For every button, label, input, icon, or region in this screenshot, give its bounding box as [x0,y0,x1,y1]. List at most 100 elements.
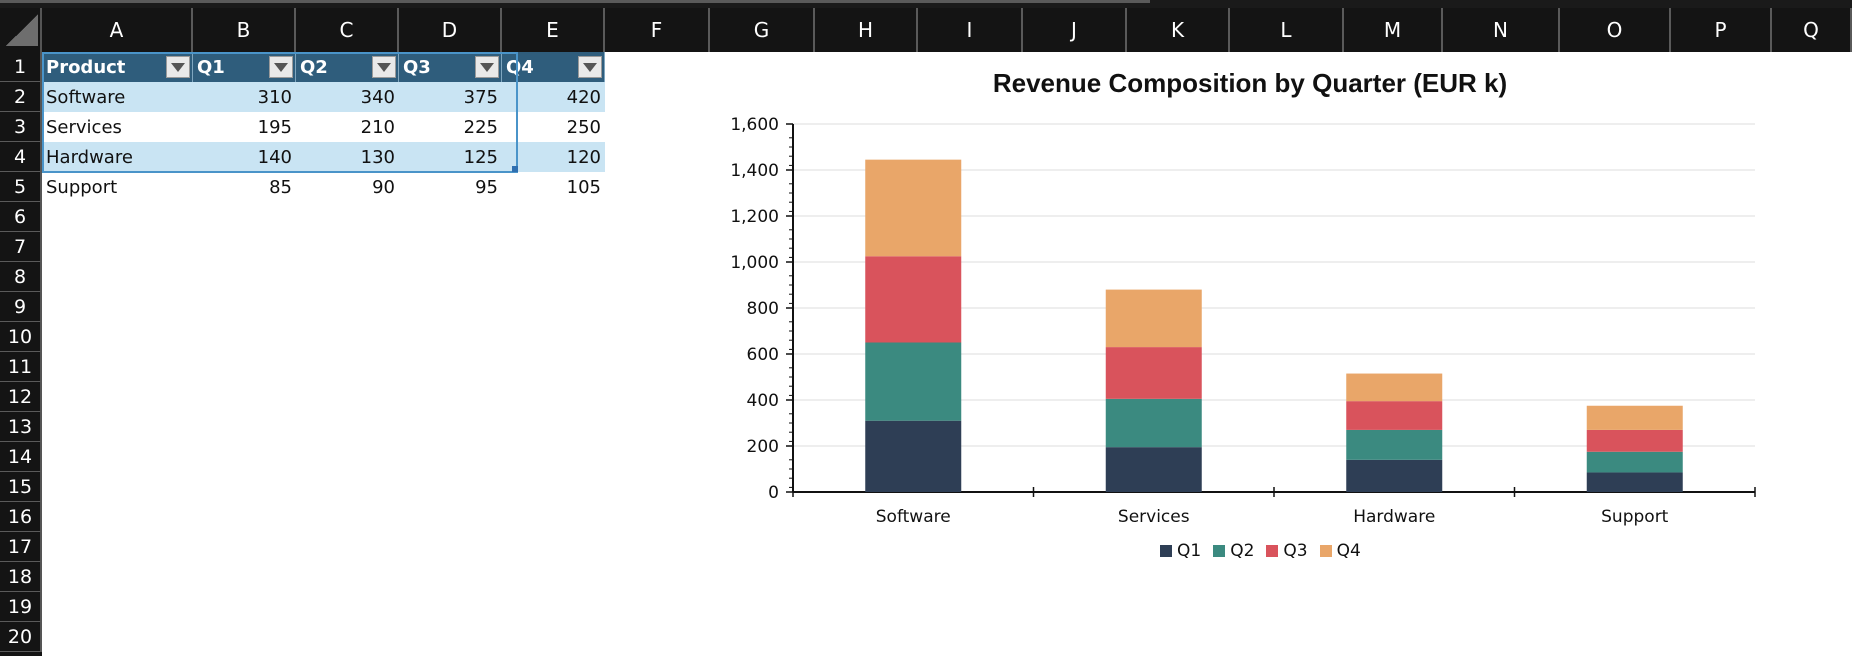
value-cell[interactable]: 105 [502,172,605,202]
row-header-9[interactable]: 9 [0,292,42,322]
row-header-12[interactable]: 12 [0,382,42,412]
column-header-k[interactable]: K [1127,8,1230,52]
column-header-l[interactable]: L [1230,8,1344,52]
table-resize-handle[interactable] [512,166,518,172]
x-tick-label: Services [1118,507,1190,527]
legend-label: Q1 [1177,541,1202,561]
row-header-4[interactable]: 4 [0,142,42,172]
product-cell[interactable]: Support [42,172,193,202]
row-header-1[interactable]: 1 [0,52,42,82]
row-header-2[interactable]: 2 [0,82,42,112]
bar-q1-software [865,420,962,492]
column-header-g[interactable]: G [710,8,815,52]
y-tick-label: 1,200 [730,207,779,227]
value-cell[interactable]: 95 [399,172,502,202]
row-header-bar: 1 2 3 4 5 6 7 8 9 10 11 12 13 14 15 16 17 18 19 20 [0,52,42,656]
y-tick-label: 600 [747,345,779,365]
bar-q3-hardware [1346,401,1443,430]
row-header-18[interactable]: 18 [0,562,42,592]
dropdown-arrow-icon [377,62,391,72]
value-cell[interactable]: 125 [399,142,502,172]
row-header-7[interactable]: 7 [0,232,42,262]
product-cell[interactable]: Hardware [42,142,193,172]
legend-label: Q3 [1283,541,1308,561]
column-header-m[interactable]: M [1344,8,1443,52]
row-header-19[interactable]: 19 [0,592,42,622]
table-header-label: Q4 [506,56,534,78]
legend-item-q1: Q1 [1160,541,1201,561]
value-cell[interactable]: 250 [502,112,605,142]
y-tick-label: 1,400 [730,161,779,181]
value-cell[interactable]: 420 [502,82,605,112]
table-header-q4: Q4 [502,52,605,82]
filter-dropdown-button[interactable] [475,56,499,78]
select-all-button[interactable] [0,8,42,52]
bar-q3-software [865,256,962,343]
column-header-b[interactable]: B [193,8,296,52]
value-cell[interactable]: 340 [296,82,399,112]
column-header-h[interactable]: H [815,8,918,52]
table-header-label: Q2 [300,56,328,78]
legend-item-q2: Q2 [1213,541,1254,561]
bar-q3-support [1586,429,1683,452]
y-tick-label: 0 [768,483,779,503]
column-header-e[interactable]: E [502,8,605,52]
row-header-8[interactable]: 8 [0,262,42,292]
legend-swatch [1266,545,1279,557]
value-cell[interactable]: 85 [193,172,296,202]
column-header-f[interactable]: F [605,8,710,52]
value-cell[interactable]: 375 [399,82,502,112]
value-cell[interactable]: 210 [296,112,399,142]
row-header-3[interactable]: 3 [0,112,42,142]
bar-q4-services [1105,289,1202,348]
row-header-6[interactable]: 6 [0,202,42,232]
y-tick-label: 400 [747,391,779,411]
filter-dropdown-button[interactable] [372,56,396,78]
legend-swatch [1319,545,1332,557]
y-tick-label: 200 [747,437,779,457]
value-cell[interactable]: 310 [193,82,296,112]
row-header-14[interactable]: 14 [0,442,42,472]
row-header-20[interactable]: 20 [0,622,42,652]
value-cell[interactable]: 225 [399,112,502,142]
sheet-grid[interactable]: Product Q1 Q2 Q3 Q4 Software 310 340 375 420 Servi… [42,52,1852,656]
row-header-17[interactable]: 17 [0,532,42,562]
value-cell[interactable]: 130 [296,142,399,172]
value-cell[interactable]: 140 [193,142,296,172]
row-header-10[interactable]: 10 [0,322,42,352]
table-header-q1: Q1 [193,52,296,82]
column-header-d[interactable]: D [399,8,502,52]
column-header-q[interactable]: Q [1772,8,1852,52]
row-header-15[interactable]: 15 [0,472,42,502]
bar-q2-hardware [1346,429,1443,460]
filter-dropdown-button[interactable] [166,56,190,78]
filter-dropdown-button[interactable] [578,56,602,78]
dropdown-arrow-icon [480,62,494,72]
value-cell[interactable]: 120 [502,142,605,172]
column-header-a[interactable]: A [42,8,193,52]
column-header-p[interactable]: P [1671,8,1772,52]
table-header-label: Q3 [403,56,431,78]
column-header-i[interactable]: I [918,8,1023,52]
stacked-bar-chart[interactable]: Revenue Composition by Quarter (EUR k) 0… [700,52,1852,612]
bar-q4-support [1586,405,1683,430]
row-header-11[interactable]: 11 [0,352,42,382]
y-tick-label: 800 [747,299,779,319]
value-cell[interactable]: 195 [193,112,296,142]
product-cell[interactable]: Software [42,82,193,112]
row-header-13[interactable]: 13 [0,412,42,442]
column-header-c[interactable]: C [296,8,399,52]
product-cell[interactable]: Services [42,112,193,142]
row-header-5[interactable]: 5 [0,172,42,202]
x-tick-label: Software [876,507,951,527]
filter-dropdown-button[interactable] [269,56,293,78]
legend-label: Q2 [1230,541,1255,561]
value-cell[interactable]: 90 [296,172,399,202]
y-tick-label: 1,000 [730,253,779,273]
column-header-j[interactable]: J [1023,8,1127,52]
row-header-16[interactable]: 16 [0,502,42,532]
column-header-o[interactable]: O [1560,8,1671,52]
table-header-q2: Q2 [296,52,399,82]
column-header-n[interactable]: N [1443,8,1560,52]
